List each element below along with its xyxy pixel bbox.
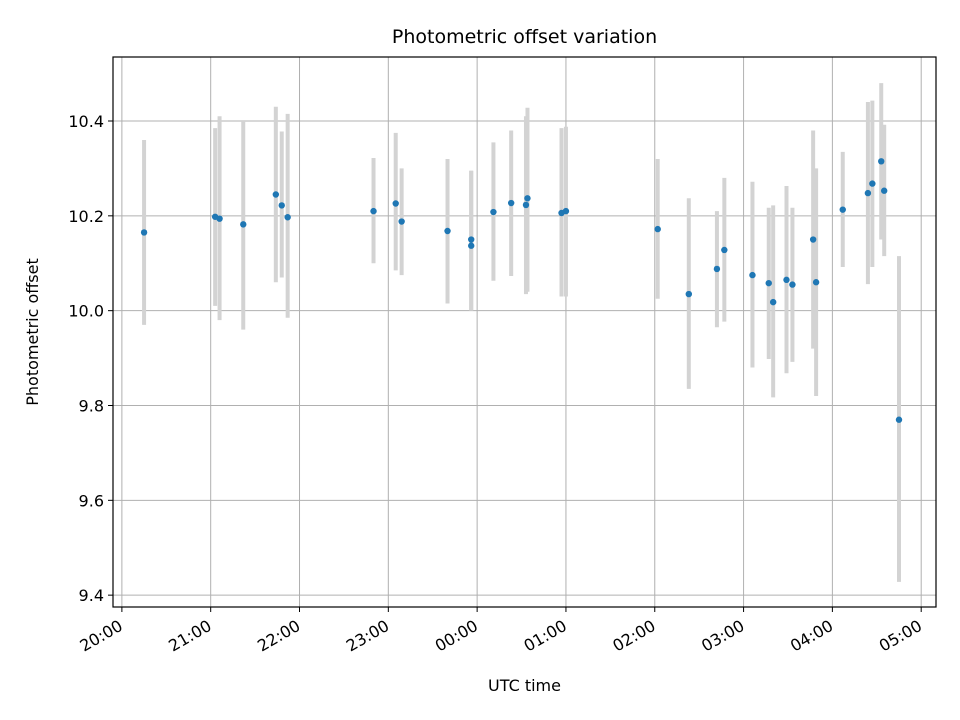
- data-point: [398, 218, 405, 225]
- data-point: [522, 201, 530, 209]
- data-point: [765, 279, 772, 287]
- data-point: [140, 229, 148, 236]
- data-point: [769, 298, 777, 306]
- data-point: [713, 265, 721, 273]
- y-tick-label: 10.0: [68, 302, 104, 321]
- y-tick-label: 9.8: [79, 396, 104, 415]
- data-point: [392, 200, 399, 207]
- data-point: [783, 276, 790, 284]
- data-point: [216, 215, 223, 222]
- data-point: [524, 195, 531, 202]
- data-point: [468, 236, 475, 243]
- y-axis-label: Photometric offset: [23, 258, 42, 406]
- data-point: [880, 187, 888, 194]
- data-point: [272, 191, 280, 198]
- point-layer: [140, 158, 903, 423]
- y-tick-label: 10.2: [68, 207, 104, 226]
- data-point: [490, 208, 497, 216]
- plot-frame: [112, 56, 937, 608]
- data-point: [749, 271, 756, 279]
- data-point: [278, 202, 285, 209]
- data-point: [240, 221, 247, 228]
- data-point: [444, 227, 451, 235]
- data-point: [507, 199, 515, 207]
- data-point: [284, 214, 291, 221]
- data-point: [839, 206, 846, 213]
- chart-title: Photometric offset variation: [392, 26, 657, 48]
- data-point: [878, 158, 885, 165]
- data-point: [869, 180, 876, 187]
- data-point: [895, 416, 903, 423]
- data-point: [468, 242, 475, 249]
- data-point: [562, 207, 570, 215]
- data-point: [721, 246, 728, 254]
- y-tick-label: 9.6: [79, 491, 104, 510]
- data-point: [809, 236, 817, 243]
- x-axis-label: UTC time: [488, 676, 561, 695]
- data-point: [789, 281, 796, 288]
- data-point: [370, 207, 377, 215]
- y-tick-label: 9.4: [79, 586, 104, 605]
- data-point: [812, 279, 820, 286]
- data-point: [685, 290, 693, 298]
- y-tick-label: 10.4: [68, 112, 104, 131]
- data-point: [654, 225, 661, 233]
- data-point: [864, 189, 872, 197]
